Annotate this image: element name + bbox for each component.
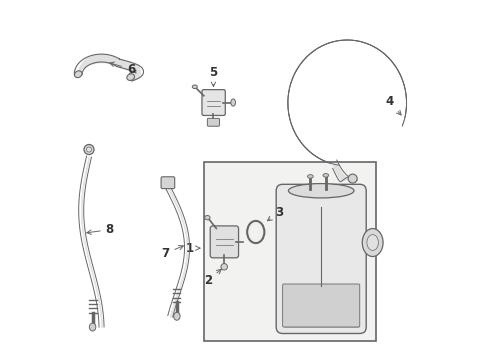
Ellipse shape	[127, 74, 135, 81]
Ellipse shape	[289, 184, 354, 198]
Ellipse shape	[308, 175, 313, 178]
FancyBboxPatch shape	[210, 226, 239, 258]
Ellipse shape	[231, 99, 236, 106]
Ellipse shape	[87, 147, 92, 152]
Text: 5: 5	[209, 66, 218, 86]
Text: 4: 4	[385, 95, 401, 115]
Text: 1: 1	[185, 242, 200, 255]
Text: 6: 6	[110, 62, 135, 76]
FancyBboxPatch shape	[283, 284, 360, 327]
Text: 7: 7	[161, 246, 183, 260]
FancyBboxPatch shape	[161, 177, 175, 189]
FancyBboxPatch shape	[202, 90, 225, 116]
Ellipse shape	[323, 174, 329, 177]
Ellipse shape	[221, 264, 227, 270]
Ellipse shape	[247, 221, 265, 243]
Ellipse shape	[89, 323, 96, 331]
Ellipse shape	[74, 71, 82, 78]
Ellipse shape	[192, 85, 197, 89]
PathPatch shape	[288, 40, 407, 165]
Ellipse shape	[348, 174, 357, 183]
Text: 2: 2	[204, 269, 221, 287]
FancyBboxPatch shape	[207, 118, 220, 126]
Ellipse shape	[205, 216, 210, 220]
Ellipse shape	[173, 312, 180, 320]
Ellipse shape	[251, 225, 261, 239]
FancyBboxPatch shape	[276, 184, 366, 333]
Ellipse shape	[362, 229, 383, 257]
Bar	[204, 162, 376, 341]
Text: 8: 8	[87, 223, 114, 236]
Ellipse shape	[367, 235, 378, 251]
Ellipse shape	[84, 144, 94, 154]
Text: 3: 3	[268, 206, 283, 221]
